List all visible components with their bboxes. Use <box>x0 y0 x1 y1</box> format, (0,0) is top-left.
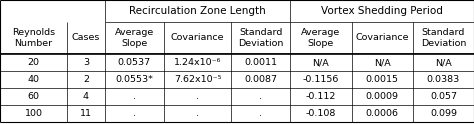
Text: 0.0553*: 0.0553* <box>115 75 153 84</box>
Text: N/A: N/A <box>312 58 329 67</box>
Text: Average
Slope: Average Slope <box>301 28 340 48</box>
Text: .: . <box>259 109 262 118</box>
Text: 0.0006: 0.0006 <box>365 109 399 118</box>
Text: Cases: Cases <box>72 33 100 43</box>
Text: Standard
Deviation: Standard Deviation <box>421 28 466 48</box>
Text: .: . <box>196 109 199 118</box>
Text: .: . <box>259 92 262 101</box>
Text: 60: 60 <box>27 92 39 101</box>
Text: -0.1156: -0.1156 <box>303 75 339 84</box>
Text: 3: 3 <box>83 58 89 67</box>
Text: 0.099: 0.099 <box>430 109 457 118</box>
Text: Standard
Deviation: Standard Deviation <box>238 28 283 48</box>
Text: 11: 11 <box>80 109 92 118</box>
Text: .: . <box>196 92 199 101</box>
Text: Recirculation Zone Length: Recirculation Zone Length <box>129 6 266 16</box>
Text: 0.0011: 0.0011 <box>244 58 277 67</box>
Text: Covariance: Covariance <box>171 33 224 43</box>
Text: 0.0537: 0.0537 <box>118 58 151 67</box>
Text: 7.62x10⁻⁵: 7.62x10⁻⁵ <box>174 75 221 84</box>
Text: 1.24x10⁻⁶: 1.24x10⁻⁶ <box>174 58 221 67</box>
Text: 100: 100 <box>25 109 43 118</box>
Text: .: . <box>133 109 136 118</box>
Text: 0.0383: 0.0383 <box>427 75 460 84</box>
Text: -0.108: -0.108 <box>306 109 336 118</box>
Text: .: . <box>133 92 136 101</box>
Text: 0.0087: 0.0087 <box>244 75 277 84</box>
Text: -0.112: -0.112 <box>306 92 336 101</box>
Text: Reynolds
Number: Reynolds Number <box>12 28 55 48</box>
Text: Average
Slope: Average Slope <box>115 28 154 48</box>
Text: 0.057: 0.057 <box>430 92 457 101</box>
Text: 2: 2 <box>83 75 89 84</box>
Text: N/A: N/A <box>435 58 452 67</box>
Text: N/A: N/A <box>374 58 391 67</box>
Text: 4: 4 <box>83 92 89 101</box>
Text: Covariance: Covariance <box>356 33 409 43</box>
Text: 0.0009: 0.0009 <box>365 92 399 101</box>
Text: Vortex Shedding Period: Vortex Shedding Period <box>321 6 443 16</box>
Text: 40: 40 <box>27 75 39 84</box>
Text: 20: 20 <box>27 58 39 67</box>
Text: 0.0015: 0.0015 <box>365 75 399 84</box>
